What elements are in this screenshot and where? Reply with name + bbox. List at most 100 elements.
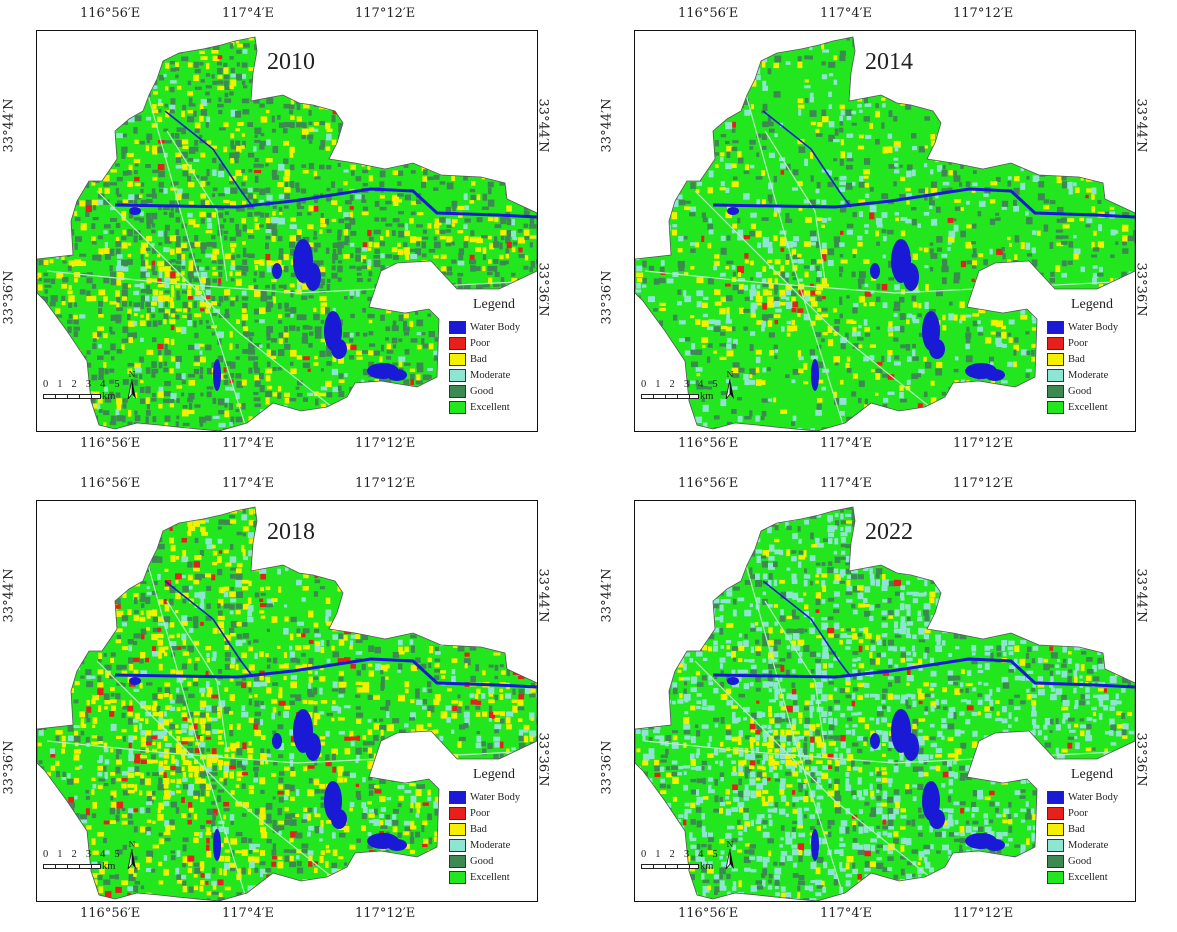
legend-label: Poor: [1068, 337, 1088, 349]
year-label: 2014: [865, 49, 913, 75]
legend-swatch: [449, 320, 466, 334]
top-lon-label: 117°12′E: [355, 476, 416, 491]
legend-label: Good: [470, 385, 494, 397]
legend-item: Poor: [449, 335, 535, 351]
legend-swatch: [1047, 336, 1064, 350]
top-lon-label: 117°12′E: [953, 476, 1014, 491]
legend-label: Excellent: [470, 871, 510, 883]
bottom-lon-label: 116°56′E: [678, 906, 739, 921]
left-lat-label: 33°44′N: [599, 98, 615, 153]
legend-item: Poor: [449, 805, 535, 821]
year-label: 2018: [267, 519, 315, 545]
bottom-lon-label: 117°4′E: [222, 906, 275, 921]
legend-title: Legend: [473, 767, 515, 782]
bottom-lon-label: 117°4′E: [820, 436, 873, 451]
north-arrow: N: [127, 371, 137, 401]
legend-title: Legend: [473, 297, 515, 312]
legend-item: Moderate: [449, 367, 535, 383]
scale-bar: 0 1 2 3 4 5 km: [43, 379, 123, 402]
bottom-lon-label: 117°12′E: [953, 906, 1014, 921]
scale-ruler: [641, 394, 699, 399]
scale-unit: km: [102, 391, 116, 402]
legend-label: Bad: [470, 353, 487, 365]
scale-ruler: [43, 864, 101, 869]
eco-quality-map: [37, 506, 537, 901]
legend-swatch: [1047, 320, 1064, 334]
legend-label: Water Body: [1068, 791, 1119, 803]
bottom-lon-label: 116°56′E: [678, 436, 739, 451]
legend-label: Bad: [1068, 823, 1085, 835]
legend-item: Water Body: [449, 319, 535, 335]
legend-swatch: [1047, 384, 1064, 398]
legend-item: Excellent: [1047, 869, 1133, 885]
map-panel-2018: 116°56′E 117°4′E 117°12′E 116°56′E 117°4…: [0, 470, 550, 921]
north-arrow: N: [725, 371, 735, 401]
top-lon-label: 117°12′E: [355, 6, 416, 21]
top-lon-label: 117°4′E: [820, 476, 873, 491]
north-arrow: N: [127, 841, 137, 871]
legend-label: Moderate: [1068, 369, 1109, 381]
legend-item: Moderate: [1047, 367, 1133, 383]
legend-label: Good: [1068, 855, 1092, 867]
legend-title: Legend: [1071, 297, 1113, 312]
legend-item: Good: [449, 853, 535, 869]
legend-label: Moderate: [1068, 839, 1109, 851]
legend-swatch: [449, 790, 466, 804]
legend-item: Bad: [1047, 821, 1133, 837]
north-label: N: [726, 840, 734, 849]
legend-swatch: [1047, 870, 1064, 884]
north-arrow-icon: [725, 848, 734, 870]
legend-swatch: [449, 384, 466, 398]
legend-swatch: [449, 806, 466, 820]
legend-label: Water Body: [470, 791, 521, 803]
left-lat-label: 33°36′N: [1, 270, 17, 325]
legend-swatch: [449, 838, 466, 852]
legend-swatch: [449, 368, 466, 382]
legend-label: Excellent: [1068, 401, 1108, 413]
bottom-lon-label: 116°56′E: [80, 436, 141, 451]
bottom-lon-label: 117°4′E: [222, 436, 275, 451]
year-label: 2022: [865, 519, 913, 545]
scale-numbers: 0 1 2 3 4 5: [641, 849, 721, 860]
map-panel-2010: 116°56′E 117°4′E 117°12′E 116°56′E 117°4…: [0, 0, 550, 451]
legend-swatch: [449, 854, 466, 868]
legend-item: Water Body: [1047, 789, 1133, 805]
legend-item: Water Body: [1047, 319, 1133, 335]
scale-numbers: 0 1 2 3 4 5: [641, 379, 721, 390]
legend-swatch: [1047, 368, 1064, 382]
legend-item: Good: [1047, 853, 1133, 869]
legend-label: Poor: [470, 337, 490, 349]
scale-bar: 0 1 2 3 4 5 km: [641, 849, 721, 872]
legend-swatch: [1047, 790, 1064, 804]
north-label: N: [128, 840, 136, 849]
scale-bar: 0 1 2 3 4 5 km: [43, 849, 123, 872]
top-lon-label: 117°12′E: [953, 6, 1014, 21]
north-label: N: [726, 370, 734, 379]
legend-item: Poor: [1047, 335, 1133, 351]
year-label: 2010: [267, 49, 315, 75]
top-lon-label: 116°56′E: [678, 6, 739, 21]
legend-label: Good: [470, 855, 494, 867]
scale-unit: km: [700, 391, 714, 402]
map-panel-2014: 116°56′E 117°4′E 117°12′E 116°56′E 117°4…: [598, 0, 1148, 451]
eco-quality-map: [635, 36, 1135, 431]
legend-swatch: [449, 336, 466, 350]
left-lat-label: 33°36′N: [599, 740, 615, 795]
bottom-lon-label: 117°12′E: [355, 436, 416, 451]
legend-swatch: [449, 870, 466, 884]
bottom-lon-label: 117°12′E: [355, 906, 416, 921]
north-arrow-icon: [127, 378, 136, 400]
legend: Legend Water Body Poor Bad Moderate Good Exce…: [1047, 297, 1133, 415]
legend-item: Excellent: [1047, 399, 1133, 415]
legend-label: Bad: [470, 823, 487, 835]
legend-label: Excellent: [470, 401, 510, 413]
top-lon-label: 117°4′E: [820, 6, 873, 21]
legend-item: Bad: [1047, 351, 1133, 367]
north-arrow-icon: [127, 848, 136, 870]
left-lat-label: 33°44′N: [1, 98, 17, 153]
legend-item: Good: [449, 383, 535, 399]
legend-swatch: [1047, 352, 1064, 366]
top-lon-label: 116°56′E: [678, 476, 739, 491]
legend-label: Excellent: [1068, 871, 1108, 883]
legend-title: Legend: [1071, 767, 1113, 782]
